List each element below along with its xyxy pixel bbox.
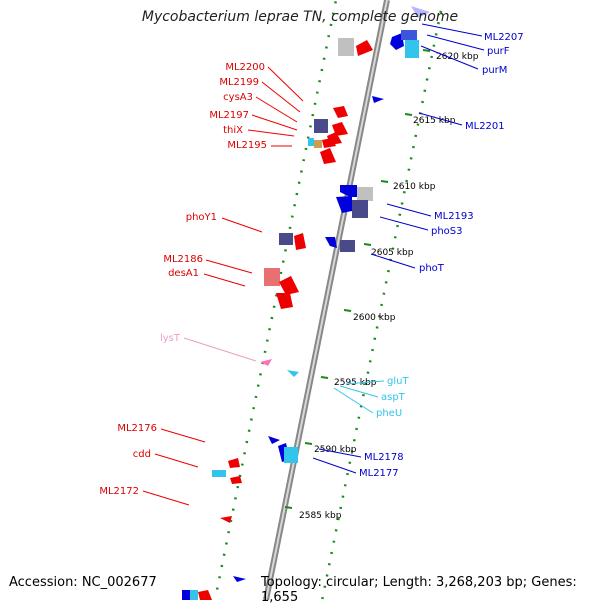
gene-label-desA1[interactable]: desA1 [168, 268, 199, 279]
connector-ML2186 [206, 260, 252, 273]
gene-label-pheU[interactable]: pheU [376, 408, 402, 419]
connector-ML2172 [143, 491, 189, 505]
gene-label-ML2193[interactable]: ML2193 [434, 211, 474, 222]
scale-tick [285, 507, 292, 508]
gene-phoS3-glyph-b[interactable] [352, 200, 368, 218]
gene-label-ML2176[interactable]: ML2176 [117, 423, 157, 434]
gene-label-aspT[interactable]: aspT [381, 392, 406, 403]
accession-text: Accession: NC_002677 [9, 575, 157, 590]
scale-tick [305, 443, 312, 444]
connector-ML2199 [262, 82, 300, 112]
gene-label-purM[interactable]: purM [482, 65, 507, 76]
connector-pheU [334, 388, 373, 413]
scale-tick [344, 310, 351, 311]
gene-phoY1-glyph-a[interactable] [279, 233, 293, 245]
gene-ML2186-glyph[interactable] [264, 268, 280, 286]
connector-phoS3 [380, 217, 428, 230]
gene-label-ML2200[interactable]: ML2200 [225, 62, 265, 73]
gene-label-phoT[interactable]: phoT [419, 263, 445, 274]
topology-text: Topology: circular; Length: 3,268,203 bp… [261, 575, 600, 605]
gene-bottom-glyph-c[interactable] [198, 590, 212, 600]
connector-ML2200 [268, 67, 303, 101]
gene-purF-glyph[interactable] [405, 40, 419, 58]
gene-ML2177-glyph[interactable] [284, 447, 298, 463]
gene-label-ML2197[interactable]: ML2197 [209, 110, 249, 121]
gene-phoT-glyph-a[interactable] [325, 237, 337, 248]
gene-desA1-glyph-b[interactable] [276, 293, 293, 309]
gene-label-phoS3[interactable]: phoS3 [431, 226, 463, 237]
gene-label-lysT[interactable]: lysT [160, 333, 181, 344]
gene-label-ML2201[interactable]: ML2201 [465, 121, 505, 132]
connector-ML2177 [313, 458, 356, 473]
connector-ML2197 [252, 115, 297, 130]
gene-bottom-fwd-glyph[interactable] [233, 576, 246, 582]
gene-label-ML2177[interactable]: ML2177 [359, 468, 399, 479]
gene-label-ML2207[interactable]: ML2207 [484, 32, 524, 43]
gene-ML2200-glyph[interactable] [338, 38, 354, 56]
gene-phoT-glyph-b[interactable] [340, 240, 355, 252]
scale-tick [321, 377, 328, 378]
left-gene-labels: ML2200 ML2199 cysA3 ML2197 thiX ML2195 p… [99, 62, 267, 497]
gene-cysA3-glyph[interactable] [333, 106, 348, 118]
gene-phoS3-glyph-a[interactable] [336, 196, 352, 213]
gene-label-purF[interactable]: purF [487, 46, 510, 57]
gene-label-cdd[interactable]: cdd [133, 449, 151, 460]
scale-label: 2590 kbp [314, 445, 357, 455]
connector-cdd [155, 454, 198, 467]
connector-ML2176 [161, 429, 205, 442]
gene-bottom-glyph-a[interactable] [182, 590, 190, 600]
scale-tick [423, 50, 430, 51]
connector-lysT [184, 338, 256, 361]
gene-ML2195-glyph-b[interactable] [314, 140, 322, 148]
scale-tick [381, 181, 388, 182]
scale-label: 2585 kbp [299, 511, 342, 521]
gene-ML2197-glyph[interactable] [314, 119, 328, 133]
scale-tick [405, 114, 412, 115]
gene-label-ML2186[interactable]: ML2186 [163, 254, 203, 265]
gene-label-ML2195[interactable]: ML2195 [227, 140, 267, 151]
gene-ML2172-glyph[interactable] [220, 516, 232, 523]
gene-ML2195-glyph-a[interactable] [308, 138, 314, 146]
gene-label-ML2172[interactable]: ML2172 [99, 486, 139, 497]
gene-tRNA-glyph[interactable] [287, 370, 299, 377]
gene-label-cysA3[interactable]: cysA3 [223, 92, 253, 103]
connector-phoY1 [222, 218, 262, 232]
connector-thiX [248, 130, 294, 136]
gene-cdd-glyph-b[interactable] [230, 476, 242, 484]
gene-phoY1-glyph-b[interactable] [294, 233, 306, 250]
gene-ML2193-glyph-a[interactable] [340, 185, 357, 197]
scale-tick [364, 244, 371, 245]
gene-lysT-glyph[interactable] [260, 359, 272, 366]
scale-label: 2600 kbp [353, 313, 396, 323]
gene-label-thiX[interactable]: thiX [223, 125, 243, 136]
connector-ML2193 [387, 204, 431, 216]
gene-ML2194-glyph[interactable] [320, 148, 336, 164]
connector-purF [427, 35, 484, 50]
gene-ML2178-glyph-a[interactable] [268, 436, 280, 444]
map-title: Mycobacterium leprae TN, complete genome [0, 9, 600, 25]
gene-cdd-glyph[interactable] [212, 470, 226, 477]
gene-label-ML2178[interactable]: ML2178 [364, 452, 404, 463]
gene-ML2199-glyph[interactable] [356, 40, 373, 56]
gene-label-phoY1[interactable]: phoY1 [186, 212, 217, 223]
gene-ML2193-glyph-b[interactable] [357, 187, 373, 201]
gene-ML2176-glyph[interactable] [228, 458, 240, 468]
gene-desA1-glyph-a[interactable] [279, 276, 299, 295]
connector-ML2207 [422, 24, 482, 36]
connector-desA1 [204, 274, 245, 286]
gene-purM-glyph[interactable] [401, 30, 417, 40]
gene-bottom-glyph-b[interactable] [190, 590, 198, 600]
gene-label-gluT[interactable]: gluT [387, 376, 409, 387]
gene-label-ML2199[interactable]: ML2199 [219, 77, 259, 88]
gene-ML2201-glyph[interactable] [372, 96, 384, 103]
scale-label: 2610 kbp [393, 182, 436, 192]
